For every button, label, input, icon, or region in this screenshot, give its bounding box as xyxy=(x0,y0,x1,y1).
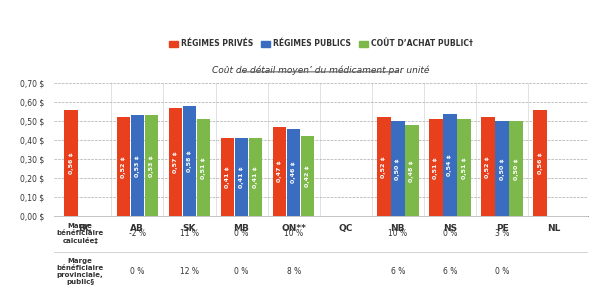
Text: 0,41 $: 0,41 $ xyxy=(253,166,258,188)
Bar xyxy=(182,106,196,216)
Text: 10 %: 10 % xyxy=(388,229,407,238)
Bar xyxy=(533,110,547,216)
Text: 0,41 $: 0,41 $ xyxy=(239,166,244,188)
Bar xyxy=(145,116,158,216)
Bar xyxy=(443,113,457,216)
Text: 0,47 $: 0,47 $ xyxy=(277,161,282,182)
Text: 0 %: 0 % xyxy=(235,267,249,276)
Text: 0,50 $: 0,50 $ xyxy=(395,158,400,180)
Text: 0,46 $: 0,46 $ xyxy=(291,162,296,184)
Text: 0,42 $: 0,42 $ xyxy=(305,165,310,187)
Bar xyxy=(131,116,144,216)
Text: 0,52 $: 0,52 $ xyxy=(381,156,386,178)
Bar xyxy=(169,108,182,216)
Bar xyxy=(509,121,523,216)
Text: 0,51 $: 0,51 $ xyxy=(433,157,439,179)
Text: 6 %: 6 % xyxy=(443,267,457,276)
Bar xyxy=(64,110,78,216)
Text: 0,51 $: 0,51 $ xyxy=(201,157,206,179)
Text: 0,52 $: 0,52 $ xyxy=(121,156,126,178)
Text: 0,48 $: 0,48 $ xyxy=(409,160,415,181)
Text: 0,50 $: 0,50 $ xyxy=(500,158,505,180)
Bar xyxy=(116,117,130,216)
Bar xyxy=(377,117,391,216)
Legend: RÉGIMES PRIVÉS, RÉGIMES PUBLICS, COÛT D’ACHAT PUBLIC†: RÉGIMES PRIVÉS, RÉGIMES PUBLICS, COÛT D’… xyxy=(166,37,476,51)
Bar xyxy=(495,121,509,216)
Bar xyxy=(301,136,314,216)
Bar xyxy=(221,138,234,216)
Text: 0,58 $: 0,58 $ xyxy=(187,150,192,172)
Text: 12 %: 12 % xyxy=(180,267,199,276)
Bar xyxy=(287,129,301,216)
Text: 0,54 $: 0,54 $ xyxy=(448,154,452,176)
Bar xyxy=(249,138,262,216)
Text: 0,50 $: 0,50 $ xyxy=(514,158,518,180)
Text: 0,51 $: 0,51 $ xyxy=(461,157,467,179)
Text: Marge
bénéficiaire
provinciale,
public§: Marge bénéficiaire provinciale, public§ xyxy=(56,258,104,285)
Text: 0 %: 0 % xyxy=(130,267,145,276)
Text: 0,56 $: 0,56 $ xyxy=(538,152,542,174)
Text: 11 %: 11 % xyxy=(180,229,199,238)
Text: 0,57 $: 0,57 $ xyxy=(173,151,178,173)
Text: -2 %: -2 % xyxy=(129,229,146,238)
Bar xyxy=(481,117,495,216)
Text: 0,41 $: 0,41 $ xyxy=(225,166,230,188)
Text: 0 %: 0 % xyxy=(443,229,457,238)
Text: Marge
bénéficiaire
calculée‡: Marge bénéficiaire calculée‡ xyxy=(56,223,104,244)
Text: 0,52 $: 0,52 $ xyxy=(485,156,490,178)
Text: Coût de détail moyen’ du médicament par unité: Coût de détail moyen’ du médicament par … xyxy=(212,66,430,75)
Bar xyxy=(273,127,286,216)
Text: 3 %: 3 % xyxy=(495,229,509,238)
Text: 10 %: 10 % xyxy=(284,229,303,238)
Text: 0 %: 0 % xyxy=(235,229,249,238)
Bar xyxy=(391,121,404,216)
Bar xyxy=(457,119,471,216)
Bar xyxy=(405,125,419,216)
Bar xyxy=(197,119,210,216)
Text: 0,56 $: 0,56 $ xyxy=(68,152,74,174)
Text: 0 %: 0 % xyxy=(495,267,509,276)
Bar xyxy=(235,138,248,216)
Text: 6 %: 6 % xyxy=(391,267,405,276)
Text: 8 %: 8 % xyxy=(287,267,301,276)
Text: 0,53 $: 0,53 $ xyxy=(135,155,140,177)
Bar xyxy=(429,119,443,216)
Text: 0,53 $: 0,53 $ xyxy=(149,155,154,177)
